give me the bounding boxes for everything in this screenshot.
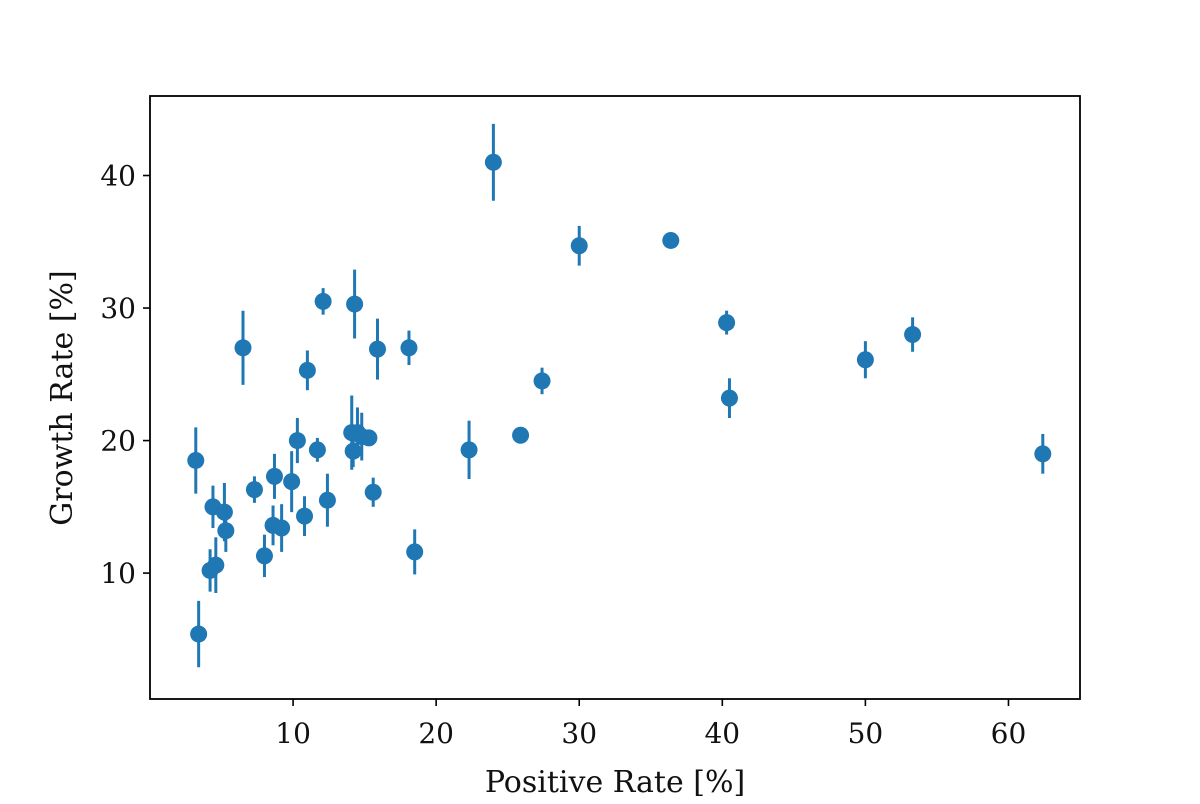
data-point — [298, 361, 316, 379]
data-point — [255, 547, 273, 565]
y-tick-label: 10 — [100, 557, 136, 590]
data-point — [314, 292, 332, 310]
data-point — [273, 519, 291, 537]
data-point — [718, 314, 736, 332]
data-point — [512, 426, 530, 444]
y-tick-label: 30 — [100, 292, 136, 325]
data-point — [856, 351, 874, 369]
data-point — [245, 481, 263, 499]
axes-layer: 10 20 30 40 50 60 10 20 30 40 — [100, 95, 1081, 750]
data-point — [346, 295, 364, 313]
data-point — [234, 339, 252, 357]
y-tick-label: 40 — [100, 160, 136, 193]
data-point — [400, 339, 418, 357]
x-tick-label: 10 — [275, 717, 311, 750]
data-point — [720, 389, 738, 407]
data-point — [187, 451, 205, 469]
y-axis-label: Growth Rate [%] — [45, 270, 80, 525]
data-point — [318, 491, 336, 509]
x-tick-label: 60 — [991, 717, 1027, 750]
data-point — [662, 231, 680, 249]
data-point — [344, 442, 362, 460]
x-tick-label: 40 — [704, 717, 740, 750]
data-point — [364, 483, 382, 501]
data-point — [1034, 445, 1052, 463]
data-point — [217, 522, 235, 540]
x-tick-label: 30 — [561, 717, 597, 750]
data-point — [265, 467, 283, 485]
x-tick-label: 50 — [848, 717, 884, 750]
x-tick-label: 20 — [418, 717, 454, 750]
plot-frame — [149, 95, 1081, 700]
data-point — [190, 625, 208, 643]
data-point — [283, 473, 301, 491]
data-point — [570, 237, 588, 255]
data-point — [207, 556, 225, 574]
data-point — [308, 441, 326, 459]
data-point — [484, 153, 502, 171]
data-point — [533, 372, 551, 390]
marks-layer — [187, 123, 1052, 668]
y-tick-label: 20 — [100, 425, 136, 458]
x-axis-label: Positive Rate [%] — [485, 765, 745, 800]
data-point — [288, 432, 306, 450]
data-point — [406, 543, 424, 561]
data-point — [360, 429, 378, 447]
data-point — [296, 507, 314, 525]
data-point — [904, 326, 922, 344]
data-point — [368, 340, 386, 358]
data-point — [460, 441, 478, 459]
